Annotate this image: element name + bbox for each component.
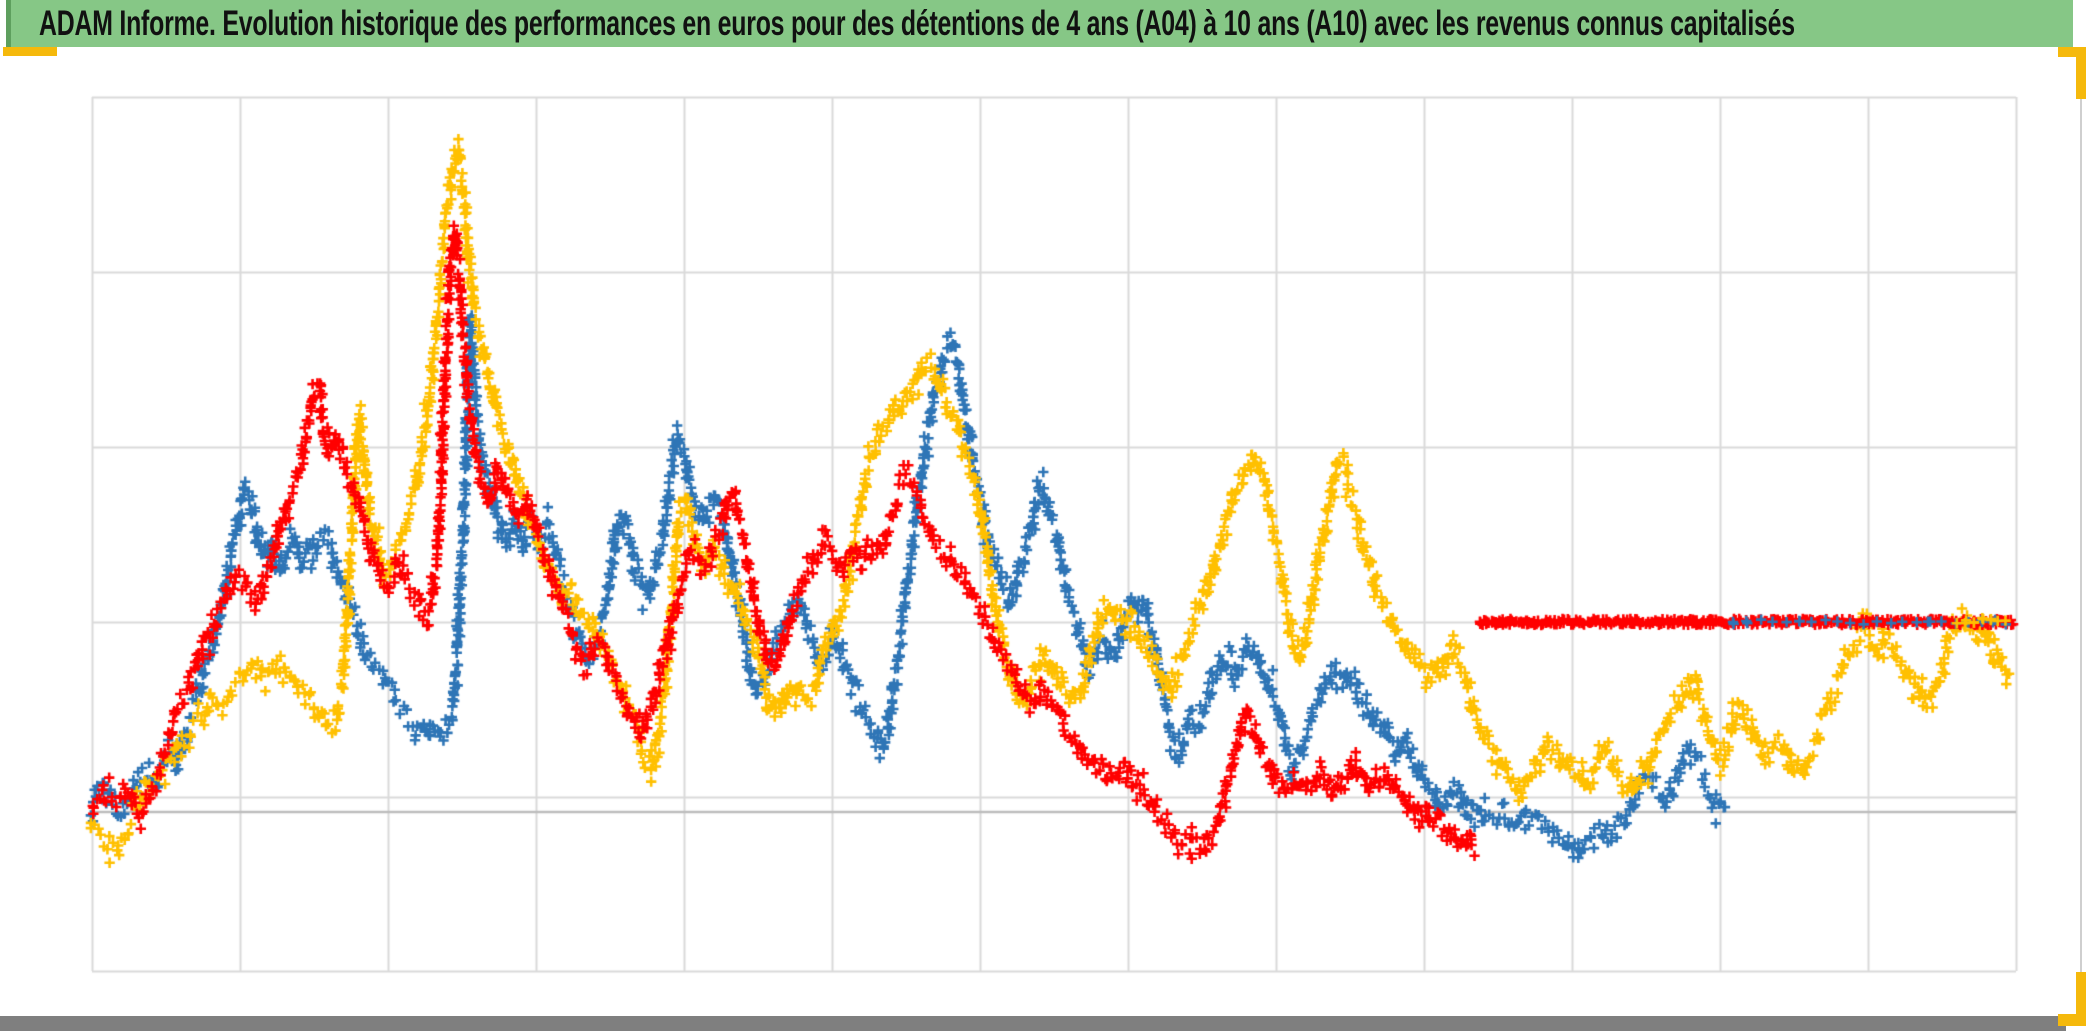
crop-handle-top-left[interactable] xyxy=(3,47,57,56)
crop-handle-bar xyxy=(2058,47,2086,57)
crop-handle-bar xyxy=(2076,47,2086,99)
bottom-gray-bar xyxy=(0,1016,2066,1031)
crop-handle-bottom-right[interactable] xyxy=(2058,972,2086,1026)
crop-handle-top-right[interactable] xyxy=(2058,47,2086,99)
window-right-edge xyxy=(2080,48,2082,1014)
crop-handle-bar xyxy=(2076,972,2086,1026)
title-bar: ADAM Informe. Evolution historique des p… xyxy=(6,0,2073,47)
slide-title: ADAM Informe. Evolution historique des p… xyxy=(39,3,1795,43)
